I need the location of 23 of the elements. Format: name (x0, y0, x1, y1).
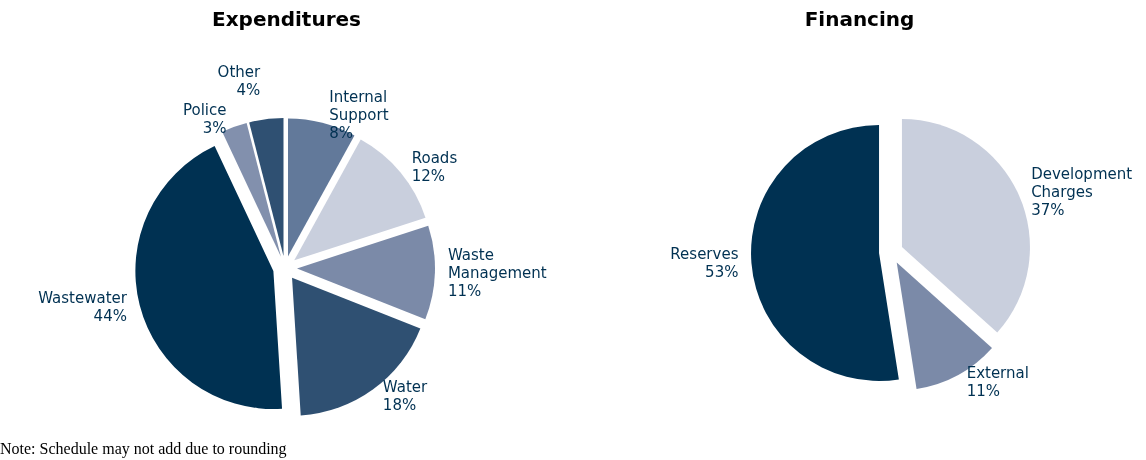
chart-title: Expenditures (212, 7, 361, 31)
data-label: 11% (447, 281, 482, 300)
data-label: 4% (236, 80, 261, 99)
slice-label: Reserves (670, 245, 739, 264)
slice-label: Water (382, 377, 429, 396)
data-label: 53% (705, 263, 739, 282)
slice-label: Development Charges (1031, 164, 1137, 201)
slice-label: Other (217, 62, 262, 81)
data-label: 8% (329, 123, 354, 142)
slice-label: Wastewater (38, 289, 128, 308)
slice-label: Roads (411, 149, 458, 168)
data-label: 37% (1031, 200, 1065, 219)
data-label: 3% (202, 119, 227, 138)
chart-title: Financing (804, 7, 915, 31)
text: Note: Schedule may not add due to rounding (0, 439, 287, 458)
slice-label: Internal Support (329, 87, 392, 124)
slice-label: External (966, 364, 1029, 383)
slice-label: Police (182, 101, 227, 120)
data-label: 12% (411, 167, 446, 186)
data-label: 44% (93, 307, 127, 326)
slice-label: Waste Management (447, 245, 547, 282)
data-label: 18% (382, 395, 417, 414)
data-label: 11% (966, 382, 1000, 401)
